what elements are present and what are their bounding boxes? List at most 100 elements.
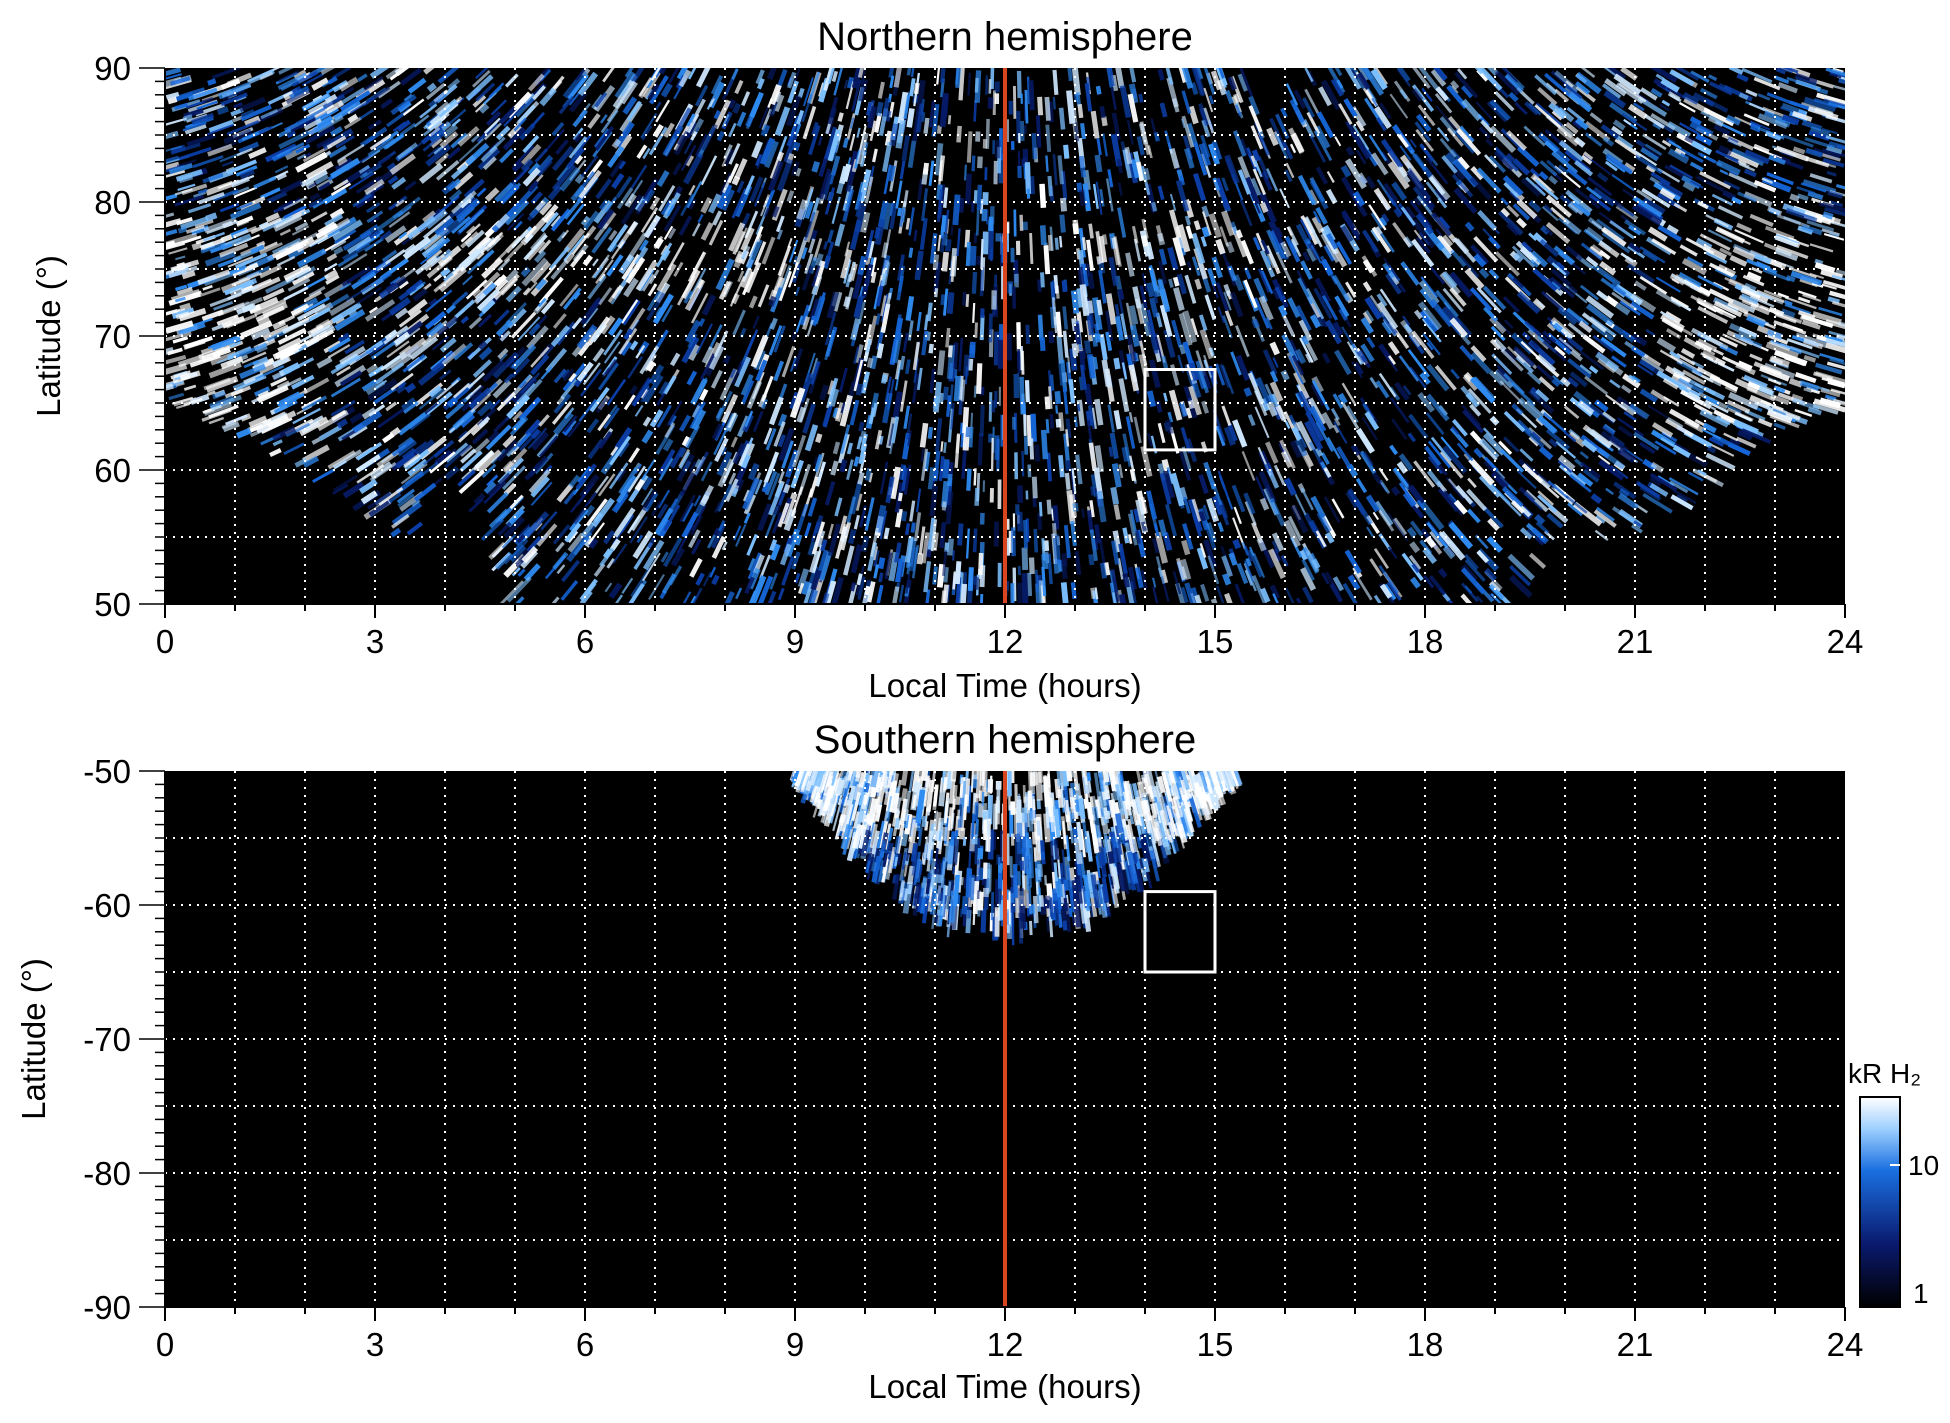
north-emission-streak [1392,517,1408,537]
north-emission-streak [1645,328,1656,337]
north-emission-streak [403,400,419,414]
north-emission-streak [490,99,508,116]
north-emission-streak [607,317,624,336]
north-emission-streak [1617,417,1645,437]
north-emission-streak [391,513,410,529]
north-emission-streak [1179,451,1192,481]
north-emission-streak [584,491,597,508]
north-emission-streak [550,208,571,232]
north-emission-streak [640,458,656,482]
north-emission-streak [742,477,760,510]
north-emission-streak [1645,164,1657,174]
north-emission-streak [931,103,940,137]
north-emission-streak [202,284,213,291]
north-emission-streak [1191,256,1201,277]
north-emission-streak [650,68,661,81]
north-emission-streak [1658,179,1684,198]
north-emission-streak [1305,411,1325,442]
north-emission-streak [1261,270,1274,295]
north-emission-streak [1813,97,1838,109]
north-emission-streak [1635,139,1646,148]
north-emission-streak [1380,138,1404,169]
north-emission-streak [471,428,489,445]
north-emission-streak [1355,427,1375,454]
north-emission-streak [566,203,585,226]
north-emission-streak [460,197,472,209]
north-emission-streak [453,171,474,191]
north-emission-streak [1726,407,1754,422]
north-emission-streak [972,302,976,323]
north-emission-streak [618,160,627,170]
north-emission-streak [1641,187,1671,209]
north-emission-streak [960,379,966,402]
north-emission-streak [788,261,799,288]
north-emission-streak [444,444,472,469]
north-emission-streak [1299,549,1309,561]
north-emission-streak [356,442,383,461]
north-emission-streak [702,571,712,587]
north-emission-streak [1311,216,1325,234]
north-emission-streak [698,317,706,327]
north-emission-streak [1693,403,1713,416]
north-emission-streak [524,378,543,398]
north-emission-streak [1180,558,1192,581]
north-emission-streak [1248,546,1255,557]
north-emission-streak [1365,175,1376,189]
north-emission-streak [1072,502,1079,512]
north-emission-streak [1316,511,1332,533]
north-emission-streak [365,155,392,174]
north-emission-streak [946,395,952,417]
north-emission-streak [1821,283,1837,290]
north-emission-streak [1554,261,1566,272]
north-emission-streak [367,378,398,402]
north-emission-streak [1222,573,1232,586]
north-emission-streak [1655,276,1681,293]
north-emission-streak [170,370,191,380]
north-emission-streak [717,458,735,488]
north-emission-streak [1076,399,1085,427]
north-emission-streak [438,266,467,293]
north-emission-streak [1304,216,1323,248]
north-emission-streak [210,334,241,351]
north-emission-streak [323,340,342,354]
north-emission-streak [1617,425,1634,438]
north-emission-streak [1736,222,1752,233]
north-emission-streak [1164,130,1172,151]
north-emission-streak [626,100,642,122]
north-emission-streak [1265,317,1273,330]
north-emission-streak [1719,247,1732,257]
north-emission-streak [977,433,984,466]
north-emission-streak [1819,352,1845,363]
north-emission-streak [326,135,347,150]
north-emission-streak [1165,68,1174,85]
north-emission-streak [1289,98,1305,124]
north-emission-streak [1826,361,1845,370]
north-emission-streak [830,460,839,476]
north-emission-streak [1435,86,1449,102]
north-emission-streak [1252,552,1266,579]
north-emission-streak [1434,92,1453,114]
north-emission-streak [536,432,559,458]
north-emission-streak [1764,225,1795,241]
north-emission-streak [314,173,329,185]
north-emission-streak [940,441,944,452]
north-emission-streak [331,301,363,324]
north-emission-streak [555,139,569,155]
north-emission-streak [308,197,324,209]
north-emission-streak [575,68,588,81]
north-emission-streak [1244,560,1255,582]
north-emission-streak [1678,147,1704,163]
north-emission-streak [1669,480,1689,494]
north-emission-streak [348,309,359,319]
north-emission-streak [317,221,336,233]
north-emission-streak [1633,520,1643,528]
north-emission-streak [660,551,669,563]
north-emission-streak [1649,472,1678,492]
north-emission-streak [1498,493,1522,517]
north-emission-streak [905,359,911,375]
north-emission-streak [1822,153,1841,162]
north-emission-streak [625,232,648,262]
north-emission-streak [1223,283,1232,297]
north-emission-streak [824,126,837,160]
north-emission-streak [741,91,751,107]
